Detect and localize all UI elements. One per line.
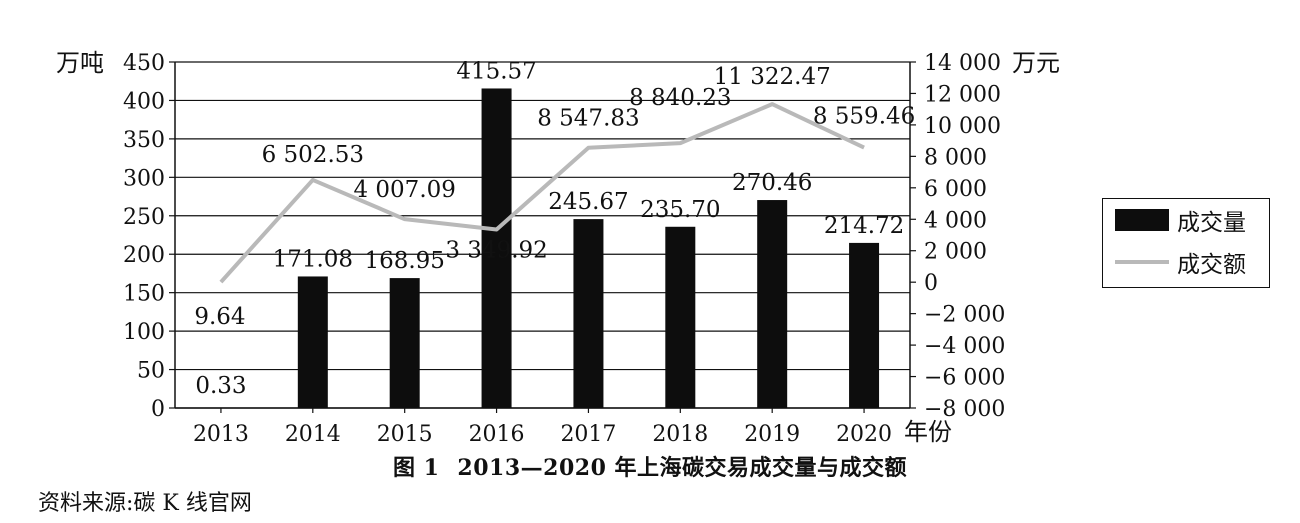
y-left-tick-label: 150 (123, 282, 165, 307)
line-data-label: 3 349.92 (445, 237, 547, 263)
y-right-tick-label: 8 000 (924, 145, 987, 170)
y-right-tick-label: 0 (924, 271, 938, 296)
legend-label-amount: 成交额 (1177, 252, 1246, 278)
x-tick-label: 2015 (377, 422, 433, 447)
legend-swatch-amount (1115, 260, 1169, 264)
y-right-tick-label: −8 000 (924, 397, 1005, 422)
bar-data-label: 415.57 (456, 58, 536, 84)
bar-data-label: 171.08 (273, 246, 353, 272)
figure-caption: 图 1 2013—2020 年上海碳交易成交量与成交额 (0, 450, 1300, 482)
y-right-tick-label: 10 000 (924, 114, 1001, 139)
line-data-label: 9.64 (194, 304, 245, 330)
bar-data-label: 235.70 (640, 197, 720, 223)
legend-item-volume: 成交量 (1115, 205, 1246, 236)
line-amount (219, 102, 865, 284)
y-left-tick-label: 250 (123, 205, 165, 230)
bar-volume (573, 219, 604, 408)
x-tick-label: 2016 (469, 422, 525, 447)
x-tick-label: 2014 (285, 422, 341, 447)
bar-volume (665, 226, 696, 408)
y-right-unit: 万元 (1012, 49, 1060, 77)
bar-data-label: 245.67 (548, 189, 628, 215)
y-left-tick-label: 100 (123, 320, 165, 345)
y-left-tick-label: 400 (123, 89, 165, 114)
x-tick-label: 2013 (193, 422, 249, 447)
y-left-tick-label: 300 (123, 166, 165, 191)
legend-label-volume: 成交量 (1177, 210, 1246, 236)
bar-volume (481, 88, 512, 409)
line-data-label: 8 559.46 (813, 104, 915, 130)
x-tick-label: 2020 (836, 422, 892, 447)
line-data-label: 6 502.53 (262, 142, 364, 168)
line-data-label: 8 840.23 (629, 85, 731, 111)
figure-label: 图 1 (392, 455, 440, 481)
y-left-tick-label: 0 (151, 397, 165, 422)
y-left-tick-label: 200 (123, 243, 165, 268)
bar-data-label: 168.95 (364, 248, 444, 274)
y-right-tick-label: −4 000 (924, 334, 1005, 359)
chart-title: 2013—2020 年上海碳交易成交量与成交额 (457, 455, 908, 481)
legend: 成交量 成交额 (1102, 198, 1270, 288)
bar-volume (849, 242, 880, 408)
bar-volume (297, 276, 328, 408)
y-right-tick-label: 6 000 (924, 177, 987, 202)
y-right-tick-label: 12 000 (924, 82, 1001, 107)
bar-volume (757, 200, 788, 408)
chart-canvas: 0 50 100 150 200 250 300 350 400 450 −8 000 −6 000 −… (56, 49, 1060, 447)
x-tick-label: 2017 (560, 422, 616, 447)
x-tick-label: 2018 (652, 422, 708, 447)
bar-data-label: 270.46 (732, 170, 812, 196)
y-left-tick-label: 350 (123, 128, 165, 153)
y-right-tick-label: −6 000 (924, 366, 1005, 391)
bar-data-label: 214.72 (824, 213, 904, 239)
line-data-label: 8 547.83 (537, 106, 639, 132)
y-left-tick-label: 450 (123, 51, 165, 76)
bar-data-label: 0.33 (195, 373, 246, 399)
x-tick-label: 2019 (744, 422, 800, 447)
y-right-tick-label: 2 000 (924, 240, 987, 265)
legend-item-amount: 成交额 (1115, 247, 1246, 278)
source-note: 资料来源:碳 K 线官网 (38, 491, 252, 516)
y-right-tick-label: 4 000 (924, 208, 987, 233)
y-right-tick-label: 14 000 (924, 51, 1001, 76)
legend-swatch-volume (1115, 209, 1169, 231)
line-data-label: 11 322.47 (714, 64, 831, 90)
y-left-unit: 万吨 (56, 49, 104, 77)
x-unit: 年份 (904, 418, 952, 446)
y-right-tick-label: −2 000 (924, 303, 1005, 328)
y-left-tick-label: 50 (137, 359, 165, 384)
line-data-label: 4 007.09 (353, 177, 455, 203)
bar-volume (389, 278, 420, 408)
